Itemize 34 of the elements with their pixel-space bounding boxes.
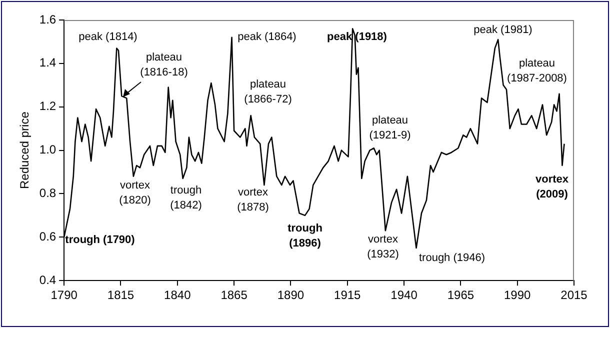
annotation: peak (1981): [474, 24, 532, 36]
annotation: plateau (1866-72): [244, 78, 292, 106]
annotation: plateau (1987-2008): [507, 58, 567, 85]
annotation: vortex (1820): [119, 180, 151, 207]
x-tick-label: 1940: [390, 288, 418, 302]
annotation: plateau (1816-18): [140, 52, 188, 79]
annotation: vortex (1932): [367, 234, 399, 261]
x-tick-label: 1990: [504, 288, 532, 302]
y-tick-label: 0.4: [39, 272, 56, 287]
annotation: trough (1842): [170, 184, 202, 212]
x-tick-label: 1865: [220, 288, 248, 302]
x-tick-label: 2015: [560, 288, 588, 302]
x-tick-label: 1915: [334, 288, 362, 302]
annotation: trough (1790): [65, 234, 136, 246]
y-tick-label: 0.6: [39, 229, 56, 244]
annotation: peak (1918): [327, 31, 388, 44]
annotation: plateau (1921-9): [369, 114, 411, 142]
y-tick-label: 1.6: [39, 12, 56, 26]
y-tick-label: 1.2: [39, 99, 56, 114]
annotation: trough (1896): [288, 222, 323, 250]
x-tick-label: 1890: [277, 288, 304, 302]
x-tick-label: 1790: [50, 288, 78, 302]
y-axis-title: Reduced price: [18, 111, 32, 189]
y-tick-label: 1.0: [39, 142, 56, 157]
y-tick-label: 0.8: [39, 186, 56, 200]
y-tick-label: 1.4: [39, 56, 56, 70]
annotation: peak (1814): [78, 31, 138, 44]
annotation: vortex (2009): [535, 174, 570, 201]
annotation: peak (1864): [238, 31, 296, 44]
annotation: vortex (1878): [237, 186, 269, 214]
x-tick-label: 1965: [447, 288, 474, 302]
x-tick-label: 1815: [107, 288, 134, 302]
annotation: trough (1946): [418, 252, 486, 264]
x-tick-label: 1840: [164, 288, 192, 302]
